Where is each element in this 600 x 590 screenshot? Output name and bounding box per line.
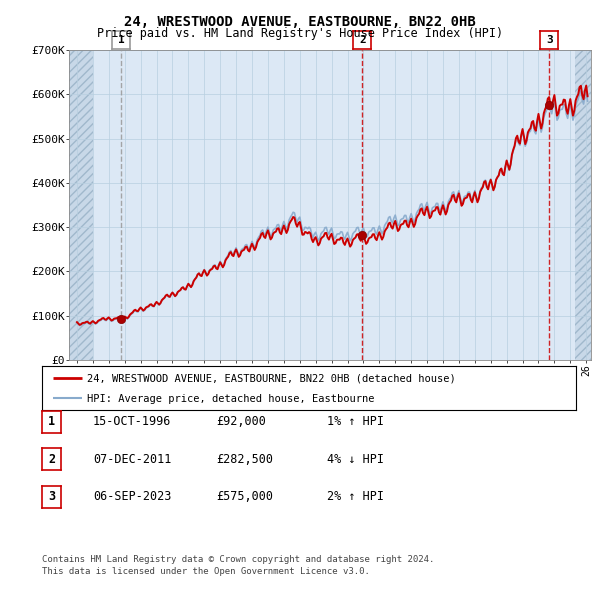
Text: 24, WRESTWOOD AVENUE, EASTBOURNE, BN22 0HB (detached house): 24, WRESTWOOD AVENUE, EASTBOURNE, BN22 0…: [88, 373, 456, 383]
Text: £92,000: £92,000: [216, 415, 266, 428]
Text: 06-SEP-2023: 06-SEP-2023: [93, 490, 172, 503]
Text: 1% ↑ HPI: 1% ↑ HPI: [327, 415, 384, 428]
Text: 4% ↓ HPI: 4% ↓ HPI: [327, 453, 384, 466]
Bar: [69, 50, 93, 360]
Text: 2% ↑ HPI: 2% ↑ HPI: [327, 490, 384, 503]
Text: Price paid vs. HM Land Registry's House Price Index (HPI): Price paid vs. HM Land Registry's House …: [97, 27, 503, 40]
Text: £282,500: £282,500: [216, 453, 273, 466]
Text: 1: 1: [48, 415, 55, 428]
Text: £575,000: £575,000: [216, 490, 273, 503]
Text: Contains HM Land Registry data © Crown copyright and database right 2024.: Contains HM Land Registry data © Crown c…: [42, 555, 434, 564]
Text: 07-DEC-2011: 07-DEC-2011: [93, 453, 172, 466]
Text: 3: 3: [48, 490, 55, 503]
Text: 24, WRESTWOOD AVENUE, EASTBOURNE, BN22 0HB: 24, WRESTWOOD AVENUE, EASTBOURNE, BN22 0…: [124, 15, 476, 29]
Text: 15-OCT-1996: 15-OCT-1996: [93, 415, 172, 428]
Text: HPI: Average price, detached house, Eastbourne: HPI: Average price, detached house, East…: [88, 394, 375, 404]
Text: This data is licensed under the Open Government Licence v3.0.: This data is licensed under the Open Gov…: [42, 566, 370, 576]
Text: 2: 2: [359, 35, 365, 45]
Bar: [575, 50, 591, 360]
Text: 2: 2: [48, 453, 55, 466]
Text: 1: 1: [118, 35, 125, 45]
Text: 3: 3: [546, 35, 553, 45]
